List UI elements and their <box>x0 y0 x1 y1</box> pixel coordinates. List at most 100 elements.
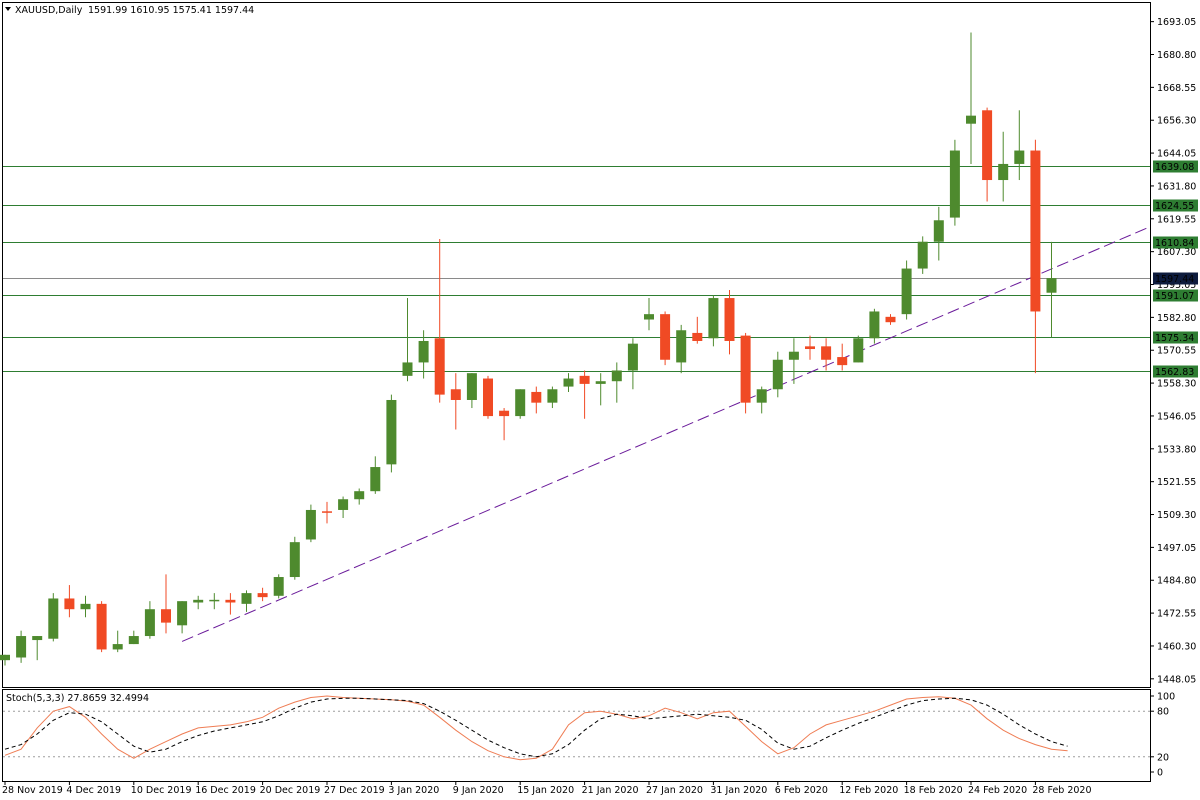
candle <box>515 389 526 419</box>
candle <box>660 311 671 366</box>
price-tick-label: 1644.05 <box>1157 149 1196 160</box>
candle-body <box>660 314 671 360</box>
candle <box>80 595 91 618</box>
time-tick-label: 28 Nov 2019 <box>2 785 63 796</box>
price-tick-label: 1693.05 <box>1157 17 1196 28</box>
candle-body <box>418 340 429 363</box>
candle <box>1046 241 1057 338</box>
time-tick-label: 27 Dec 2019 <box>324 785 385 796</box>
time-tick-label: 27 Jan 2020 <box>646 785 703 796</box>
time-axis: 28 Nov 2019 4 Dec 2019 10 Dec 2019 16 Dec 2… <box>2 781 1150 796</box>
stoch-main-line <box>4 695 1068 761</box>
candle <box>450 373 461 430</box>
candle <box>563 373 574 392</box>
candle <box>547 386 558 409</box>
time-tick-label: 24 Feb 2020 <box>968 785 1027 796</box>
time-tick-label: 4 Dec 2019 <box>66 785 121 796</box>
candle <box>676 324 687 374</box>
candle-body <box>644 314 654 320</box>
candle <box>805 335 815 360</box>
main-plot-frame <box>2 2 1151 688</box>
candle <box>1030 139 1041 374</box>
stoch-tick-label: 100 <box>1157 692 1175 703</box>
candle <box>821 338 832 371</box>
time-tick-label: 21 Jan 2020 <box>582 785 639 796</box>
candle <box>917 236 928 274</box>
candle <box>289 536 300 580</box>
level-label: 1591.07 <box>1155 291 1194 302</box>
candle <box>788 338 799 384</box>
candle <box>724 290 735 355</box>
candle-body <box>386 399 397 465</box>
level-label: 1562.83 <box>1155 367 1194 378</box>
candle-body <box>16 636 27 658</box>
candle-body <box>708 298 719 339</box>
candle-body <box>676 330 687 363</box>
candle-body <box>724 298 735 341</box>
candle <box>273 574 284 599</box>
level-label-box <box>1153 331 1198 344</box>
candle-body <box>305 509 316 540</box>
candle-body <box>805 346 815 350</box>
price-tick-label: 1680.80 <box>1157 50 1196 61</box>
current-price-label: 1597.44 <box>1155 274 1194 285</box>
candle-body <box>901 268 912 315</box>
candle <box>434 239 445 403</box>
candle <box>225 593 236 615</box>
candle-body <box>853 338 864 363</box>
candle-body <box>1014 150 1025 164</box>
candle <box>998 131 1009 202</box>
candle-body <box>48 598 59 639</box>
candle <box>853 335 864 363</box>
candle-body <box>177 601 188 626</box>
candle <box>418 330 429 379</box>
candle-body <box>370 467 381 492</box>
candle <box>338 496 349 519</box>
candle <box>257 587 268 602</box>
candle-body <box>354 491 365 500</box>
time-tick-label: 20 Dec 2019 <box>260 785 321 796</box>
candle <box>370 456 381 494</box>
candle-body <box>692 332 703 341</box>
price-tick-label: 1546.05 <box>1157 411 1196 422</box>
candle-body <box>788 351 799 360</box>
stoch-axis: 100 80 20 0 <box>1150 692 1175 779</box>
candle <box>982 107 993 202</box>
candle <box>499 408 510 441</box>
candle-body <box>209 599 220 602</box>
candle <box>708 295 719 347</box>
candle-body <box>531 391 542 403</box>
candle <box>837 343 848 371</box>
level-label-box <box>1153 236 1198 249</box>
horizontal-levels[interactable] <box>3 166 1150 372</box>
candle <box>966 32 976 164</box>
candle-body <box>322 511 332 513</box>
stoch-title: Stoch(5,3,3) 27.8659 32.4994 <box>6 693 149 704</box>
candle-body <box>0 654 10 661</box>
candle <box>692 316 703 344</box>
candle <box>772 351 783 398</box>
trendline-layer[interactable] <box>181 226 1151 642</box>
candle <box>595 373 606 406</box>
price-tick-label: 1595.05 <box>1157 280 1196 291</box>
candle-body <box>273 577 284 596</box>
level-label: 1610.84 <box>1155 238 1194 249</box>
candle-body <box>515 389 526 417</box>
stoch-tick-label: 0 <box>1157 768 1163 779</box>
candle <box>933 206 944 261</box>
candle-body <box>933 220 944 242</box>
candle-body <box>966 115 976 124</box>
candle-body <box>563 378 574 387</box>
collapse-triangle-icon[interactable] <box>5 7 11 11</box>
price-axis: 1693.05 1680.80 1668.55 1656.30 1644.05 1631.… <box>1150 17 1196 685</box>
time-tick-label: 18 Feb 2020 <box>904 785 963 796</box>
price-tick-label: 1460.30 <box>1157 641 1196 652</box>
price-tick-label: 1558.30 <box>1157 379 1196 390</box>
level-label-box <box>1153 289 1198 302</box>
stoch-signal-line <box>4 697 1068 758</box>
candle-body <box>32 636 43 641</box>
level-label-box <box>1153 160 1198 173</box>
price-tick-label: 1619.55 <box>1157 214 1196 225</box>
candle-body <box>128 636 139 645</box>
